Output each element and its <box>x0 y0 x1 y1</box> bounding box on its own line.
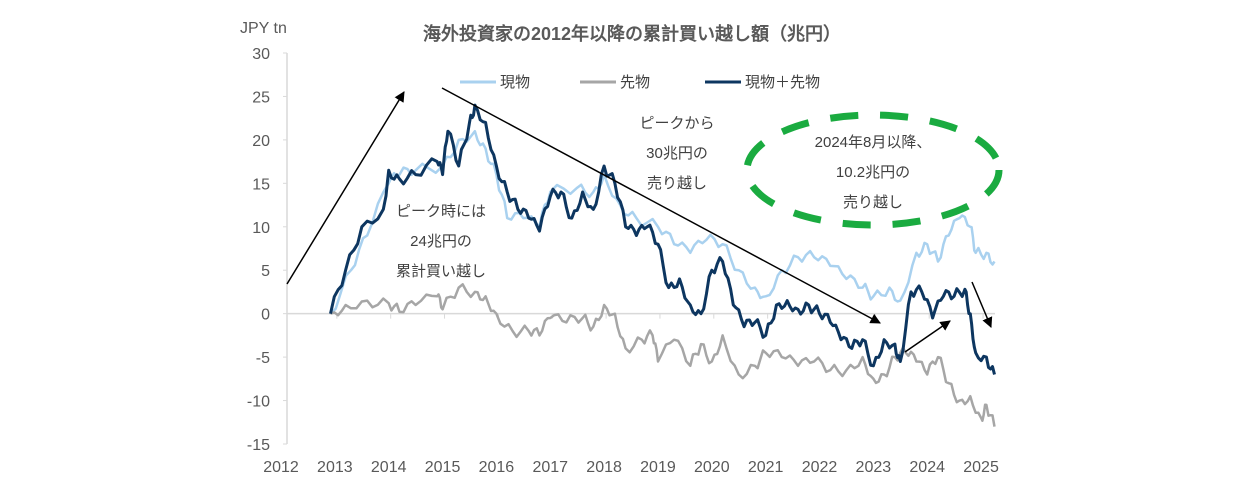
series-line-1 <box>330 283 996 427</box>
x-tick-label: 2023 <box>856 459 892 476</box>
y-tick-label: 5 <box>261 263 270 280</box>
legend-label: 先物 <box>620 74 650 91</box>
y-tick-label: 15 <box>252 176 270 193</box>
svg-text:24兆円の: 24兆円の <box>410 233 472 250</box>
y-tick-label: -15 <box>247 437 270 454</box>
svg-text:売り越し: 売り越し <box>647 175 707 192</box>
annotation-arrows <box>286 87 993 353</box>
y-tick-label: 20 <box>252 133 270 150</box>
x-tick-label: 2016 <box>479 459 515 476</box>
highlight-ellipse <box>743 111 1003 229</box>
rebound-arrow <box>904 320 951 353</box>
x-tick-label: 2017 <box>532 459 568 476</box>
x-tick-label: 2012 <box>263 459 299 476</box>
y-tick-label: -10 <box>247 394 270 411</box>
rise-arrow <box>286 91 405 285</box>
y-axis-label: JPY tn <box>240 20 287 37</box>
x-tick-label: 2021 <box>748 459 784 476</box>
x-tick-label: 2018 <box>586 459 622 476</box>
legend: 現物 先物 現物＋先物 <box>460 74 820 91</box>
x-tick-label: 2015 <box>425 459 461 476</box>
svg-text:30兆円の: 30兆円の <box>646 145 708 162</box>
svg-text:売り越し: 売り越し <box>843 194 903 211</box>
svg-text:2024年8月以降、: 2024年8月以降、 <box>815 134 932 151</box>
svg-text:ピークから: ピークから <box>639 115 714 132</box>
annotation-recent: 2024年8月以降、 10.2兆円の 売り越し <box>815 134 932 211</box>
svg-text:ピーク時には: ピーク時には <box>396 203 486 220</box>
legend-label: 現物＋先物 <box>745 74 820 91</box>
series-lines <box>329 103 996 427</box>
annotation-peak: ピーク時には 24兆円の 累計買い越し <box>396 203 486 280</box>
recent-decline-arrow <box>971 281 993 328</box>
x-tick-label: 2024 <box>909 459 945 476</box>
y-tick-label: -5 <box>256 350 270 367</box>
series-line-2 <box>329 103 996 375</box>
x-tick-label: 2022 <box>802 459 838 476</box>
legend-label: 現物 <box>500 74 530 91</box>
x-tick-label: 2019 <box>640 459 676 476</box>
x-tick-label: 2020 <box>694 459 730 476</box>
chart-title: 海外投資家の2012年以降の累計買い越し額（兆円） <box>423 23 841 44</box>
x-tick-label: 2014 <box>371 459 407 476</box>
y-tick-label: 30 <box>252 46 270 63</box>
x-tick-label: 2013 <box>317 459 353 476</box>
y-tick-label: 25 <box>252 89 270 106</box>
y-tick-label: 0 <box>261 307 270 324</box>
annotation-decline: ピークから 30兆円の 売り越し <box>639 115 714 192</box>
svg-text:累計買い越し: 累計買い越し <box>396 263 486 280</box>
svg-text:10.2兆円の: 10.2兆円の <box>836 164 910 181</box>
x-tick-label: 2025 <box>963 459 999 476</box>
y-tick-label: 10 <box>252 220 270 237</box>
decline-arrow <box>441 87 881 324</box>
